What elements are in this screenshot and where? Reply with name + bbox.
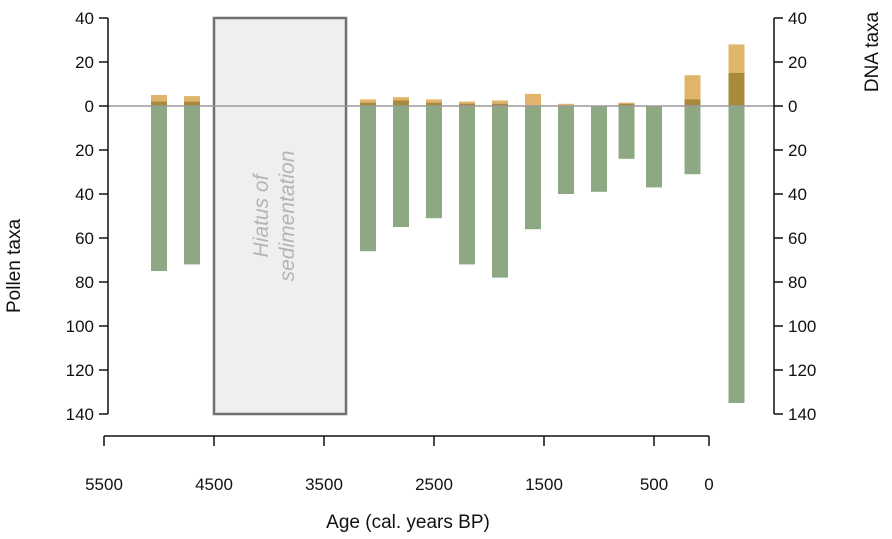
pollen-bar-2	[360, 106, 376, 252]
pollen-bar-1	[184, 106, 200, 265]
right-tick-label-2: 0	[788, 97, 797, 116]
hiatus-box: Hiatus of sedimentation	[212, 16, 348, 416]
left-tick-label-0: 40	[75, 9, 94, 28]
left-tick-label-3: 20	[75, 141, 94, 160]
right-tick-label-0: 40	[788, 9, 807, 28]
x-tick-label-2: 3500	[305, 475, 343, 494]
dna-bar-0	[151, 95, 167, 106]
left-tick-label-2: 0	[85, 97, 94, 116]
dna-bar-8	[558, 103, 574, 106]
pollen-up-bar-4	[426, 102, 442, 106]
pollen-up-bar-3	[393, 100, 409, 106]
left-tick-label-8: 120	[66, 361, 94, 380]
pollen-bar-7	[525, 106, 541, 230]
hiatus-rect	[212, 16, 348, 416]
pollen-up-bar-6	[492, 103, 508, 106]
left-tick-label-9: 140	[66, 405, 94, 424]
x-tick-label-1: 4500	[195, 475, 233, 494]
x-axis-title: Age (cal. years BP)	[326, 512, 490, 533]
pollen-bar-8	[558, 106, 574, 194]
left-tick-label-6: 80	[75, 273, 94, 292]
right-tick-label-6: 80	[788, 273, 807, 292]
right-tick-label-5: 60	[788, 229, 807, 248]
dna-bar-1	[184, 96, 200, 106]
pollen-up-bar-12	[684, 99, 701, 106]
dna-bar-12	[684, 75, 701, 106]
pollen-bar-13	[728, 106, 745, 403]
x-tick-label-3: 2500	[415, 475, 453, 494]
left-y-axis: 40 20 0 20 40 60 80 100 120 140	[66, 9, 109, 424]
pollen-up-bar-0	[151, 101, 167, 106]
right-tick-label-9: 140	[788, 405, 816, 424]
left-tick-label-4: 40	[75, 185, 94, 204]
pollen-bar-9	[591, 106, 607, 192]
pollen-bar-12	[684, 106, 701, 175]
y-axis-title-right: DNA taxa	[862, 11, 883, 92]
pollen-bar-3	[393, 106, 409, 227]
dna-bar-7	[525, 93, 541, 106]
pollen-up-bar-1	[184, 101, 200, 106]
y-axis-title-left: Pollen taxa	[4, 219, 25, 313]
left-tick-label-7: 100	[66, 317, 94, 336]
right-y-axis: 40 20 0 20 40 60 80 100 120 140	[773, 9, 816, 424]
right-tick-label-3: 20	[788, 141, 807, 160]
pollen-bar-0	[151, 106, 167, 271]
pollen-up-bar-10	[618, 103, 635, 106]
bar-layer	[151, 44, 745, 403]
pollen-bar-11	[646, 106, 662, 188]
x-tick-label-4: 1500	[525, 475, 563, 494]
left-tick-label-1: 20	[75, 53, 94, 72]
pollen-bar-5	[459, 106, 475, 265]
x-tick-label-6: 0	[704, 475, 713, 494]
x-tick-label-0: 5500	[85, 475, 123, 494]
pollen-bar-4	[426, 106, 442, 219]
dna-bar-6	[492, 100, 508, 106]
pollen-bar-6	[492, 106, 508, 278]
pollen-up-bar-13	[728, 73, 745, 106]
x-tick-label-5: 500	[640, 475, 668, 494]
pollen-up-bar-5	[459, 103, 475, 106]
right-tick-label-1: 20	[788, 53, 807, 72]
hiatus-label-line1: Hiatus of	[250, 172, 273, 257]
pollen-bar-10	[618, 106, 635, 159]
x-axis: 5500 4500 3500 2500 1500 500 0	[85, 435, 714, 494]
right-tick-label-7: 100	[788, 317, 816, 336]
right-tick-label-4: 40	[788, 185, 807, 204]
right-tick-label-8: 120	[788, 361, 816, 380]
left-tick-label-5: 60	[75, 229, 94, 248]
hiatus-label-line2: sedimentation	[276, 151, 299, 282]
pollen-up-bar-2	[360, 102, 376, 106]
